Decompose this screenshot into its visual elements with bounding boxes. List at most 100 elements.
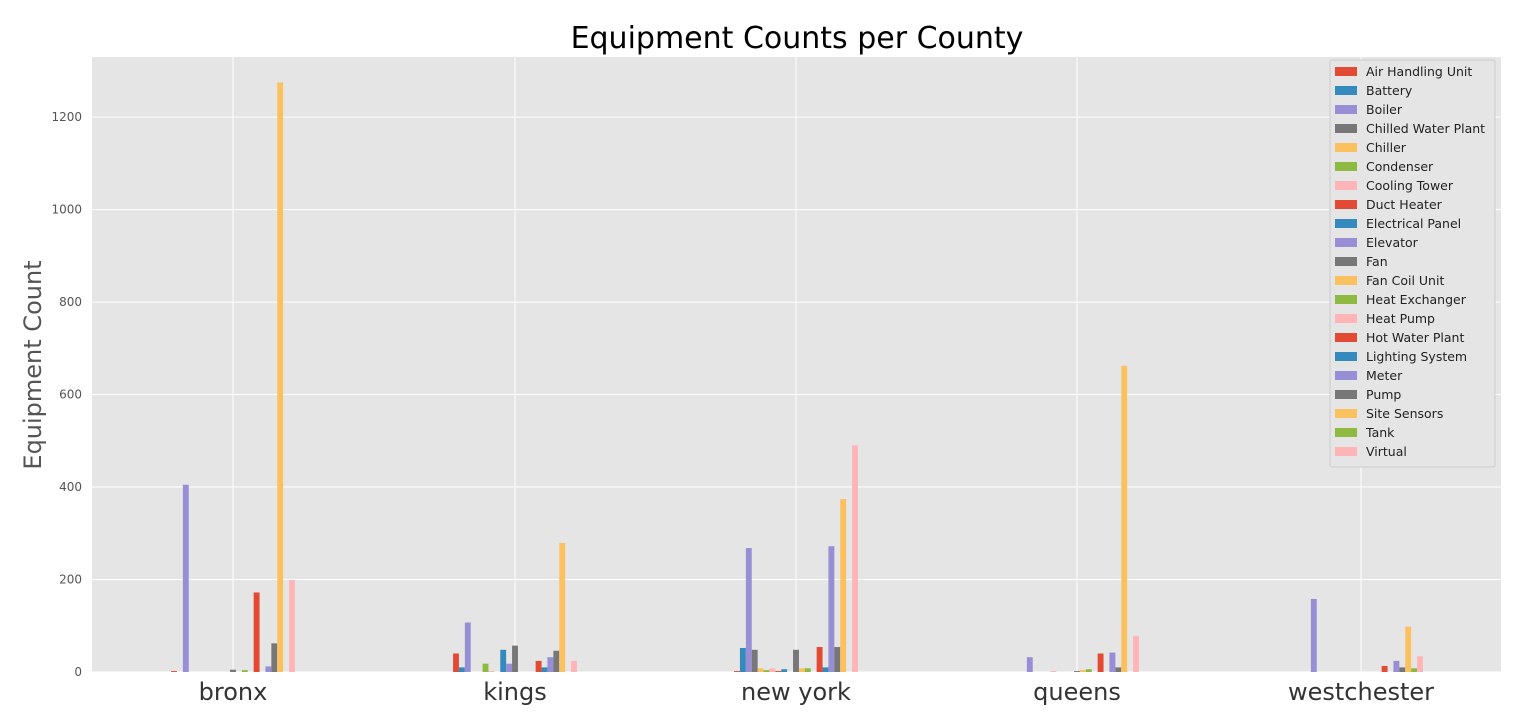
y-axis-label: Equipment Count: [19, 260, 47, 469]
grid-lines: [92, 57, 1501, 673]
bar: [571, 660, 577, 672]
legend-swatch: [1335, 238, 1357, 247]
legend-swatch: [1335, 428, 1357, 437]
legend-swatch: [1335, 124, 1357, 133]
bar: [763, 670, 770, 672]
bar: [453, 653, 459, 672]
bar: [828, 546, 835, 672]
bar: [1405, 626, 1412, 672]
legend-entry: Cooling Tower: [1366, 178, 1454, 193]
legend-entry: Heat Pump: [1366, 311, 1435, 326]
bar: [1411, 668, 1418, 672]
bar: [1115, 667, 1122, 672]
legend-entry: Hot Water Plant: [1366, 330, 1464, 345]
legend-entry: Boiler: [1366, 102, 1403, 117]
bar: [506, 663, 513, 672]
bar: [553, 650, 560, 672]
bar: [1417, 656, 1423, 672]
legend-swatch: [1335, 105, 1357, 114]
legend-swatch: [1335, 371, 1357, 380]
bar: [1133, 635, 1139, 672]
legend-entry: Chiller: [1366, 140, 1407, 155]
y-tick-label: 800: [59, 295, 82, 309]
bar: [1050, 671, 1057, 672]
bar: [458, 667, 465, 672]
legend-swatch: [1335, 200, 1357, 209]
legend-entry: Site Sensors: [1366, 406, 1443, 421]
bar: [840, 499, 847, 672]
legend-entry: Virtual: [1366, 444, 1407, 459]
bar: [230, 669, 236, 672]
legend-swatch: [1335, 162, 1357, 171]
bar: [547, 657, 554, 672]
bar: [535, 660, 542, 672]
bar: [1399, 667, 1406, 672]
bar: [793, 649, 799, 672]
bar: [1109, 652, 1116, 672]
bar: [271, 643, 278, 672]
legend-entry: Condenser: [1366, 159, 1434, 174]
bar: [781, 669, 788, 672]
bar: [816, 647, 823, 672]
legend-entry: Fan Coil Unit: [1366, 273, 1444, 288]
legend-swatch: [1335, 181, 1357, 190]
x-tick-label: bronx: [199, 678, 268, 706]
y-tick-label: 200: [59, 573, 82, 587]
bar: [804, 668, 811, 672]
bar: [1393, 660, 1400, 672]
legend-swatch: [1335, 314, 1357, 323]
legend-swatch: [1335, 143, 1357, 152]
legend-entry: Electrical Panel: [1366, 216, 1461, 231]
x-tick-label: kings: [483, 678, 547, 706]
bar: [1310, 598, 1317, 672]
y-tick-label: 600: [59, 388, 82, 402]
bar: [739, 647, 746, 672]
legend-swatch: [1335, 276, 1357, 285]
legend-swatch: [1335, 352, 1357, 361]
legend: Air Handling Unit Battery Boiler Chilled Wa…: [1329, 59, 1496, 468]
legend-entry: Battery: [1366, 83, 1413, 98]
legend-entry: Heat Exchanger: [1366, 292, 1467, 307]
bar: [289, 579, 295, 672]
legend-entry: Fan: [1366, 254, 1388, 269]
legend-box: [1329, 59, 1496, 468]
legend-entry: Lighting System: [1366, 349, 1467, 364]
bar: [241, 670, 248, 672]
bar: [1079, 670, 1086, 672]
bar: [1085, 669, 1092, 672]
legend-swatch: [1335, 295, 1357, 304]
legend-swatch: [1335, 219, 1357, 228]
legend-swatch: [1335, 390, 1357, 399]
bar: [1074, 671, 1080, 672]
legend-swatch: [1335, 333, 1357, 342]
bar: [464, 622, 471, 672]
legend-entry: Air Handling Unit: [1366, 64, 1472, 79]
bar: [745, 548, 752, 672]
legend-swatch: [1335, 257, 1357, 266]
legend-entry: Chilled Water Plant: [1366, 121, 1485, 136]
legend-swatch: [1335, 409, 1357, 418]
legend-entry: Meter: [1366, 368, 1403, 383]
legend-entry: Elevator: [1366, 235, 1419, 250]
bar: [541, 667, 548, 672]
x-tick-label: new york: [741, 678, 851, 706]
legend-swatch: [1335, 67, 1357, 76]
bar: [834, 647, 841, 672]
bar: [852, 445, 858, 672]
bar: [1381, 665, 1388, 672]
y-tick-labels: 0 200 400 600 800 1000 1200: [51, 110, 82, 679]
legend-swatch: [1335, 447, 1357, 456]
bar: [559, 542, 566, 672]
bar: [769, 668, 776, 672]
legend-entry: Pump: [1366, 387, 1401, 402]
bar: [757, 668, 764, 672]
x-tick-labels: bronx kings new york queens westchester: [199, 678, 1434, 706]
bar: [798, 668, 805, 672]
y-tick-label: 400: [59, 480, 82, 494]
legend-entry: Tank: [1365, 425, 1395, 440]
bar: [182, 484, 189, 672]
y-tick-label: 1200: [51, 110, 82, 124]
y-tick-label: 0: [74, 665, 82, 679]
bar: [1121, 365, 1128, 672]
bar: [1026, 657, 1033, 672]
